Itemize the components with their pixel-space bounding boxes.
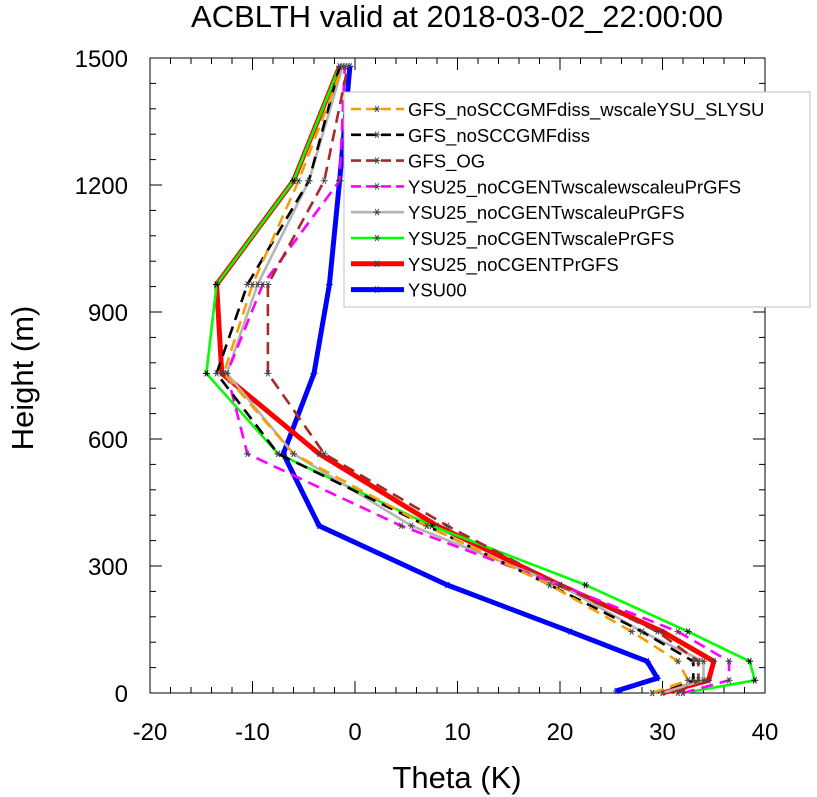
series-point-marker [373,208,381,216]
legend-label: GFS_noSCCGMFdiss [408,125,590,147]
series-point-marker [249,281,256,288]
series-point-marker [746,657,754,665]
x-tick-label: -20 [133,719,168,746]
series-point-marker [339,63,347,70]
x-tick-label: 10 [444,719,471,746]
x-tick-label: 30 [649,719,676,746]
axis-ticks: -20 -10 0 10 20 30 40 0 300 600 900 1200 1500 [75,46,779,746]
series-point-marker [638,628,646,635]
chart-title: ACBLTH valid at 2018-03-02_22:00:00 [191,0,723,34]
series-point-marker [373,286,381,293]
series-point-marker [373,105,381,113]
series-point-marker [582,581,590,589]
series-point-marker [725,657,733,665]
series-point-marker [295,177,303,185]
series-point-marker [305,177,313,185]
series-point-marker [628,628,636,635]
x-tick-label: 0 [348,719,361,746]
legend-label: GFS_OG [408,151,485,173]
y-tick-label: 900 [88,300,128,327]
series-point-marker [264,370,272,377]
series-point-marker [397,522,405,530]
series-point-marker [612,687,620,695]
series-point-marker [674,628,682,635]
legend-label: YSU25_noCGENTwscalewscaleuPrGFS [408,176,741,198]
series-point-marker [710,657,718,665]
series-point-marker [274,450,282,458]
series-point-marker [202,370,210,377]
series-point-marker [213,281,221,288]
series-point-marker [653,674,661,682]
series-point-marker [725,677,733,684]
y-axis-label: Height (m) [5,306,40,451]
series-point-marker [648,689,656,697]
legend-label: YSU25_noCGENTwscalePrGFS [408,228,674,250]
series-point-marker [213,370,221,377]
y-tick-label: 1200 [75,173,128,200]
series-point-marker [751,677,759,684]
series-point-marker [320,177,328,185]
series-point-marker [243,450,251,458]
legend-label: YSU25_noCGENTwscaleuPrGFS [408,202,685,224]
series-point-marker [684,677,692,684]
series-point-marker [264,281,272,288]
y-tick-label: 1500 [75,46,128,73]
series-point-marker [373,234,381,242]
series-point-marker [653,628,661,635]
series-point-marker [373,260,381,268]
series-point-marker [220,370,228,377]
series-point-marker [325,281,333,288]
series-point-marker [566,628,574,635]
series-point-marker [290,450,297,458]
series-point-marker [373,131,381,139]
legend-box [343,91,811,308]
series-point-marker [373,183,381,190]
legend-label: GFS_noSCCGMFdiss_wscaleYSU_SLYSU [408,99,764,121]
series-layer [202,63,759,697]
series-point-marker [674,657,682,665]
series-point-marker [643,657,651,665]
series-point-marker [443,522,451,530]
series-point-marker [443,581,451,589]
series-point-marker [684,628,692,635]
legend: GFS_noSCCGMFdiss_wscaleYSU_SLYSU GFS_noSC… [343,91,811,308]
x-tick-label: 20 [547,719,574,746]
series-point-marker [315,522,323,530]
series-point-marker [556,581,564,589]
x-tick-label: -10 [235,719,270,746]
y-tick-label: 600 [88,427,128,454]
series-point-marker [689,657,697,665]
series-point-marker [423,522,431,530]
series-point-marker [546,581,554,589]
series-point-marker [336,177,344,185]
legend-label: YSU25_noCGENTPrGFS [408,254,619,276]
y-tick-label: 0 [115,681,128,708]
x-axis-label: Theta (K) [392,760,521,795]
x-tick-label: 40 [752,719,779,746]
y-tick-label: 300 [88,554,128,581]
series-point-marker [310,370,318,377]
series-point-marker [674,689,682,697]
series-point-marker [320,450,328,458]
series-point-marker [373,157,381,164]
series-point-marker [407,522,415,530]
legend-label: YSU00 [408,280,467,301]
